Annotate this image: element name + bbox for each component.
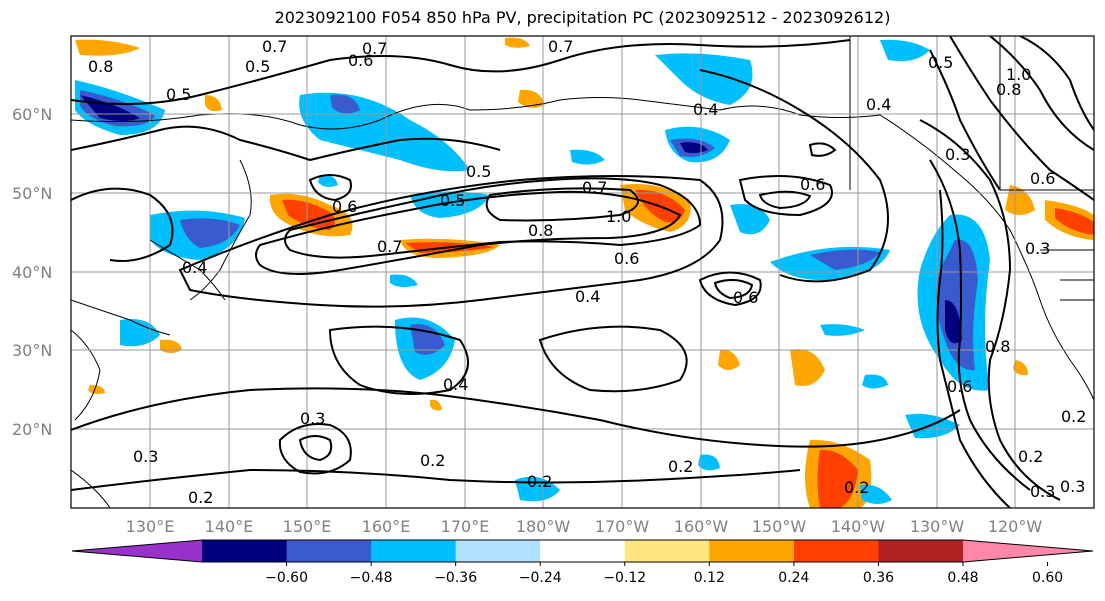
contour-label: 0.7 <box>262 37 287 56</box>
lon-tick-label: 130°W <box>910 517 965 536</box>
lat-tick-label: 40°N <box>12 263 52 282</box>
colorbar-segment <box>202 540 288 562</box>
lon-tick-label: 150°W <box>752 517 807 536</box>
contour-label: 0.2 <box>844 478 869 497</box>
contour-label: 0.5 <box>166 85 191 104</box>
colorbar-label: −0.60 <box>265 570 308 586</box>
lon-tick-label: 170°E <box>441 517 490 536</box>
contour-label: 0.6 <box>1030 169 1055 188</box>
map-title: 2023092100 F054 850 hPa PV, precipitatio… <box>274 8 891 27</box>
contour-label: 0.6 <box>614 249 639 268</box>
contour-label: 0.7 <box>362 39 387 58</box>
contour-label: 0.7 <box>377 237 402 256</box>
colorbar-label: −0.36 <box>434 570 477 586</box>
contour-label: 0.8 <box>528 221 553 240</box>
contour-label: 0.2 <box>668 457 693 476</box>
colorbar-segment <box>371 540 457 562</box>
contour-label: 0.3 <box>133 447 158 466</box>
lon-tick-label: 160°W <box>674 517 729 536</box>
contour-label: 0.2 <box>420 451 445 470</box>
contour-label: 0.2 <box>1061 407 1086 426</box>
contour-label: 0.8 <box>996 80 1021 99</box>
contour-label: 0.6 <box>733 288 758 307</box>
contour-label: 0.6 <box>332 197 357 216</box>
contour-label: 0.8 <box>88 57 113 76</box>
pv-contours <box>71 36 1094 508</box>
contour-label: 0.3 <box>300 409 325 428</box>
contour-label: 1.0 <box>1006 65 1031 84</box>
contour-label: 0.4 <box>866 95 891 114</box>
colorbar-label: −0.48 <box>350 570 393 586</box>
lon-tick-label: 150°E <box>283 517 332 536</box>
contour-label: 0.3 <box>1025 239 1050 258</box>
colorbar-segment <box>793 540 879 562</box>
contour-label: 0.6 <box>348 51 373 70</box>
contour-label: 0.5 <box>440 191 465 210</box>
lon-tick-label: 170°W <box>595 517 650 536</box>
contour-label: 0.4 <box>575 287 600 306</box>
contour-label: 0.3 <box>1030 482 1055 501</box>
colorbar-extend-max <box>963 540 1093 562</box>
contour-label: 0.5 <box>466 162 491 181</box>
colorbar-label: 0.60 <box>1032 570 1063 586</box>
lat-tick-label: 20°N <box>12 420 52 439</box>
contour-label: 0.3 <box>945 145 970 164</box>
colorbar-label: −0.24 <box>519 570 562 586</box>
contour-label: 0.4 <box>182 258 207 277</box>
contour-label: 0.3 <box>1060 477 1085 496</box>
contour-label: 0.2 <box>1018 447 1043 466</box>
coastlines <box>71 36 1094 508</box>
lon-tick-label: 140°W <box>831 517 886 536</box>
precip-shading <box>75 37 1094 508</box>
contour-label: 0.4 <box>443 375 468 394</box>
colorbar-segment <box>286 540 372 562</box>
contour-label: 0.7 <box>582 178 607 197</box>
lon-axis: 130°E 140°E 150°E 160°E 170°E 180°W 170°… <box>126 517 1043 536</box>
contour-label: 0.7 <box>548 37 573 56</box>
colorbar-segment <box>709 540 795 562</box>
contour-label: 0.5 <box>245 57 270 76</box>
colorbar-label: 0.24 <box>778 570 809 586</box>
colorbar-segment <box>540 540 626 562</box>
colorbar-label: 0.12 <box>694 570 725 586</box>
lon-tick-label: 180°W <box>516 517 571 536</box>
colorbar-outline <box>71 539 1094 563</box>
precip-shading-negative <box>75 39 990 504</box>
contour-label: 0.2 <box>188 488 213 507</box>
colorbar-label: 0.48 <box>947 570 978 586</box>
lat-tick-label: 60°N <box>12 105 52 124</box>
lon-tick-label: 160°E <box>362 517 411 536</box>
contour-label: 0.2 <box>527 472 552 491</box>
contour-label: 0.4 <box>693 100 718 119</box>
colorbar-segment <box>878 540 964 562</box>
contour-label: 0.8 <box>985 337 1010 356</box>
colorbar-segment <box>455 540 541 562</box>
contour-label: 1.0 <box>606 207 631 226</box>
lon-tick-label: 130°E <box>126 517 175 536</box>
lat-axis: 60°N 50°N 40°N 30°N 20°N <box>12 105 52 439</box>
colorbar-label: 0.36 <box>863 570 894 586</box>
contour-labels: 0.7 0.6 0.5 0.7 0.5 0.4 0.5 0.7 1.0 0.8 … <box>88 37 1086 507</box>
colorbar-segment <box>624 540 710 562</box>
contour-label: 0.5 <box>928 53 953 72</box>
lat-tick-label: 50°N <box>12 184 52 203</box>
map-panel: 0.7 0.6 0.5 0.7 0.5 0.4 0.5 0.7 1.0 0.8 … <box>71 36 1094 508</box>
colorbar-label: −0.12 <box>603 570 646 586</box>
colorbar: −0.60 −0.48 −0.36 −0.24 −0.12 0.12 0.24 0.36 0.4… <box>71 539 1094 586</box>
lon-tick-label: 120°W <box>988 517 1043 536</box>
lon-tick-label: 140°E <box>205 517 254 536</box>
contour-label: 0.6 <box>947 377 972 396</box>
contour-label: 0.6 <box>800 175 825 194</box>
map-frame <box>70 35 1095 509</box>
colorbar-extend-min <box>72 540 202 562</box>
lat-tick-label: 30°N <box>12 341 52 360</box>
